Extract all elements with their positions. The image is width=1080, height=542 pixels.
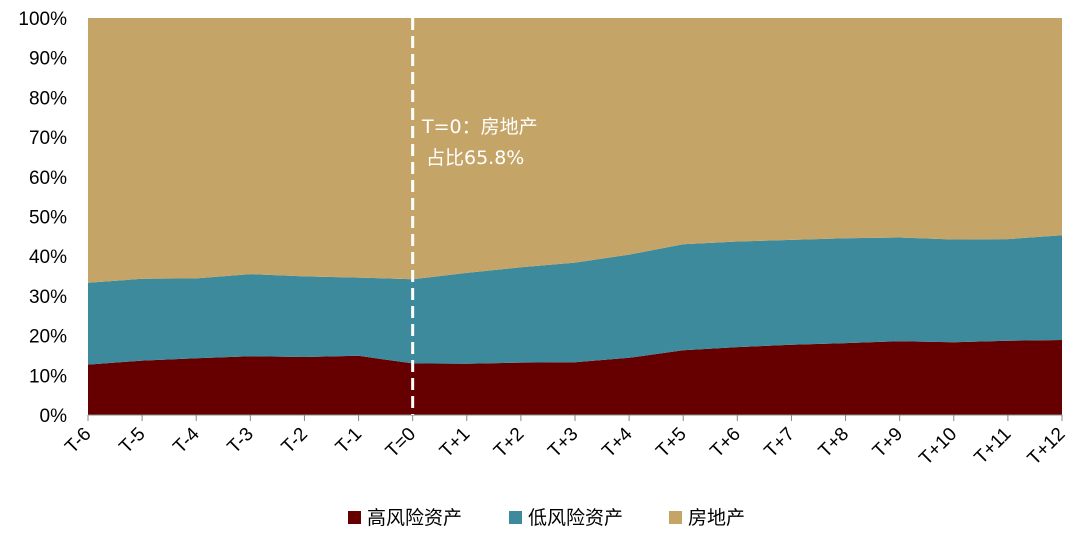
annotation-line-1: T=0：房地产: [421, 116, 538, 138]
legend-label-2: 房地产: [688, 507, 745, 529]
y-tick-label: 80%: [29, 88, 67, 109]
x-tick-label: T=0: [382, 424, 420, 462]
x-tick-label: T+7: [761, 424, 799, 462]
x-tick-label: T+2: [490, 424, 528, 462]
y-tick-label: 20%: [29, 327, 67, 348]
x-tick-label: T+12: [1024, 424, 1070, 470]
legend-label-0: 高风险资产: [367, 507, 462, 529]
x-tick-label: T-5: [115, 424, 149, 458]
x-tick-label: T+1: [436, 424, 474, 462]
x-tick-label: T+11: [971, 424, 1016, 469]
y-tick-label: 100%: [18, 9, 67, 30]
x-tick-label: T+6: [706, 424, 744, 462]
legend-swatch-0: [348, 511, 361, 524]
x-tick-label: T+10: [915, 424, 961, 470]
area-series-2: [88, 18, 1062, 283]
area-series-0: [88, 340, 1062, 415]
legend-label-1: 低风险资产: [528, 507, 623, 529]
legend-swatch-2: [669, 511, 682, 524]
y-tick-label: 0%: [40, 406, 68, 427]
y-tick-label: 50%: [29, 208, 67, 229]
y-axis: 0% 10% 20% 30% 40% 50% 60% 70% 80% 90% 100%: [18, 9, 67, 427]
annotation-group: T=0：房地产 占比65.8%: [421, 116, 538, 169]
y-tick-label: 90%: [29, 49, 67, 70]
area-series-1: [88, 235, 1062, 365]
y-tick-label: 60%: [29, 168, 67, 189]
y-tick-label: 10%: [29, 366, 67, 387]
x-tick-label: T-6: [61, 424, 95, 458]
x-tick-label: T-3: [224, 424, 258, 458]
x-axis: T-6 T-5 T-4 T-3 T-2 T-1 T=0 T+1 T+2 T+3 T+4 T+5 T+6 T…: [61, 414, 1070, 470]
x-tick-label: T-4: [169, 423, 204, 458]
x-tick-label: T-2: [278, 424, 312, 458]
y-tick-label: 40%: [29, 247, 67, 268]
area-layer: [88, 18, 1062, 415]
y-tick-label: 30%: [29, 287, 67, 308]
legend-swatch-1: [509, 511, 522, 524]
x-tick-label: T-1: [332, 424, 366, 458]
x-tick-label: T+9: [869, 424, 907, 462]
x-tick-label: T+5: [652, 424, 690, 462]
legend: 高风险资产 低风险资产 房地产: [348, 507, 745, 529]
x-tick-label: T+8: [815, 424, 853, 462]
y-tick-label: 70%: [29, 128, 67, 149]
annotation-line-2: 占比65.8%: [426, 147, 524, 169]
x-tick-label: T+4: [598, 423, 637, 462]
x-tick-label: T+3: [544, 424, 582, 462]
